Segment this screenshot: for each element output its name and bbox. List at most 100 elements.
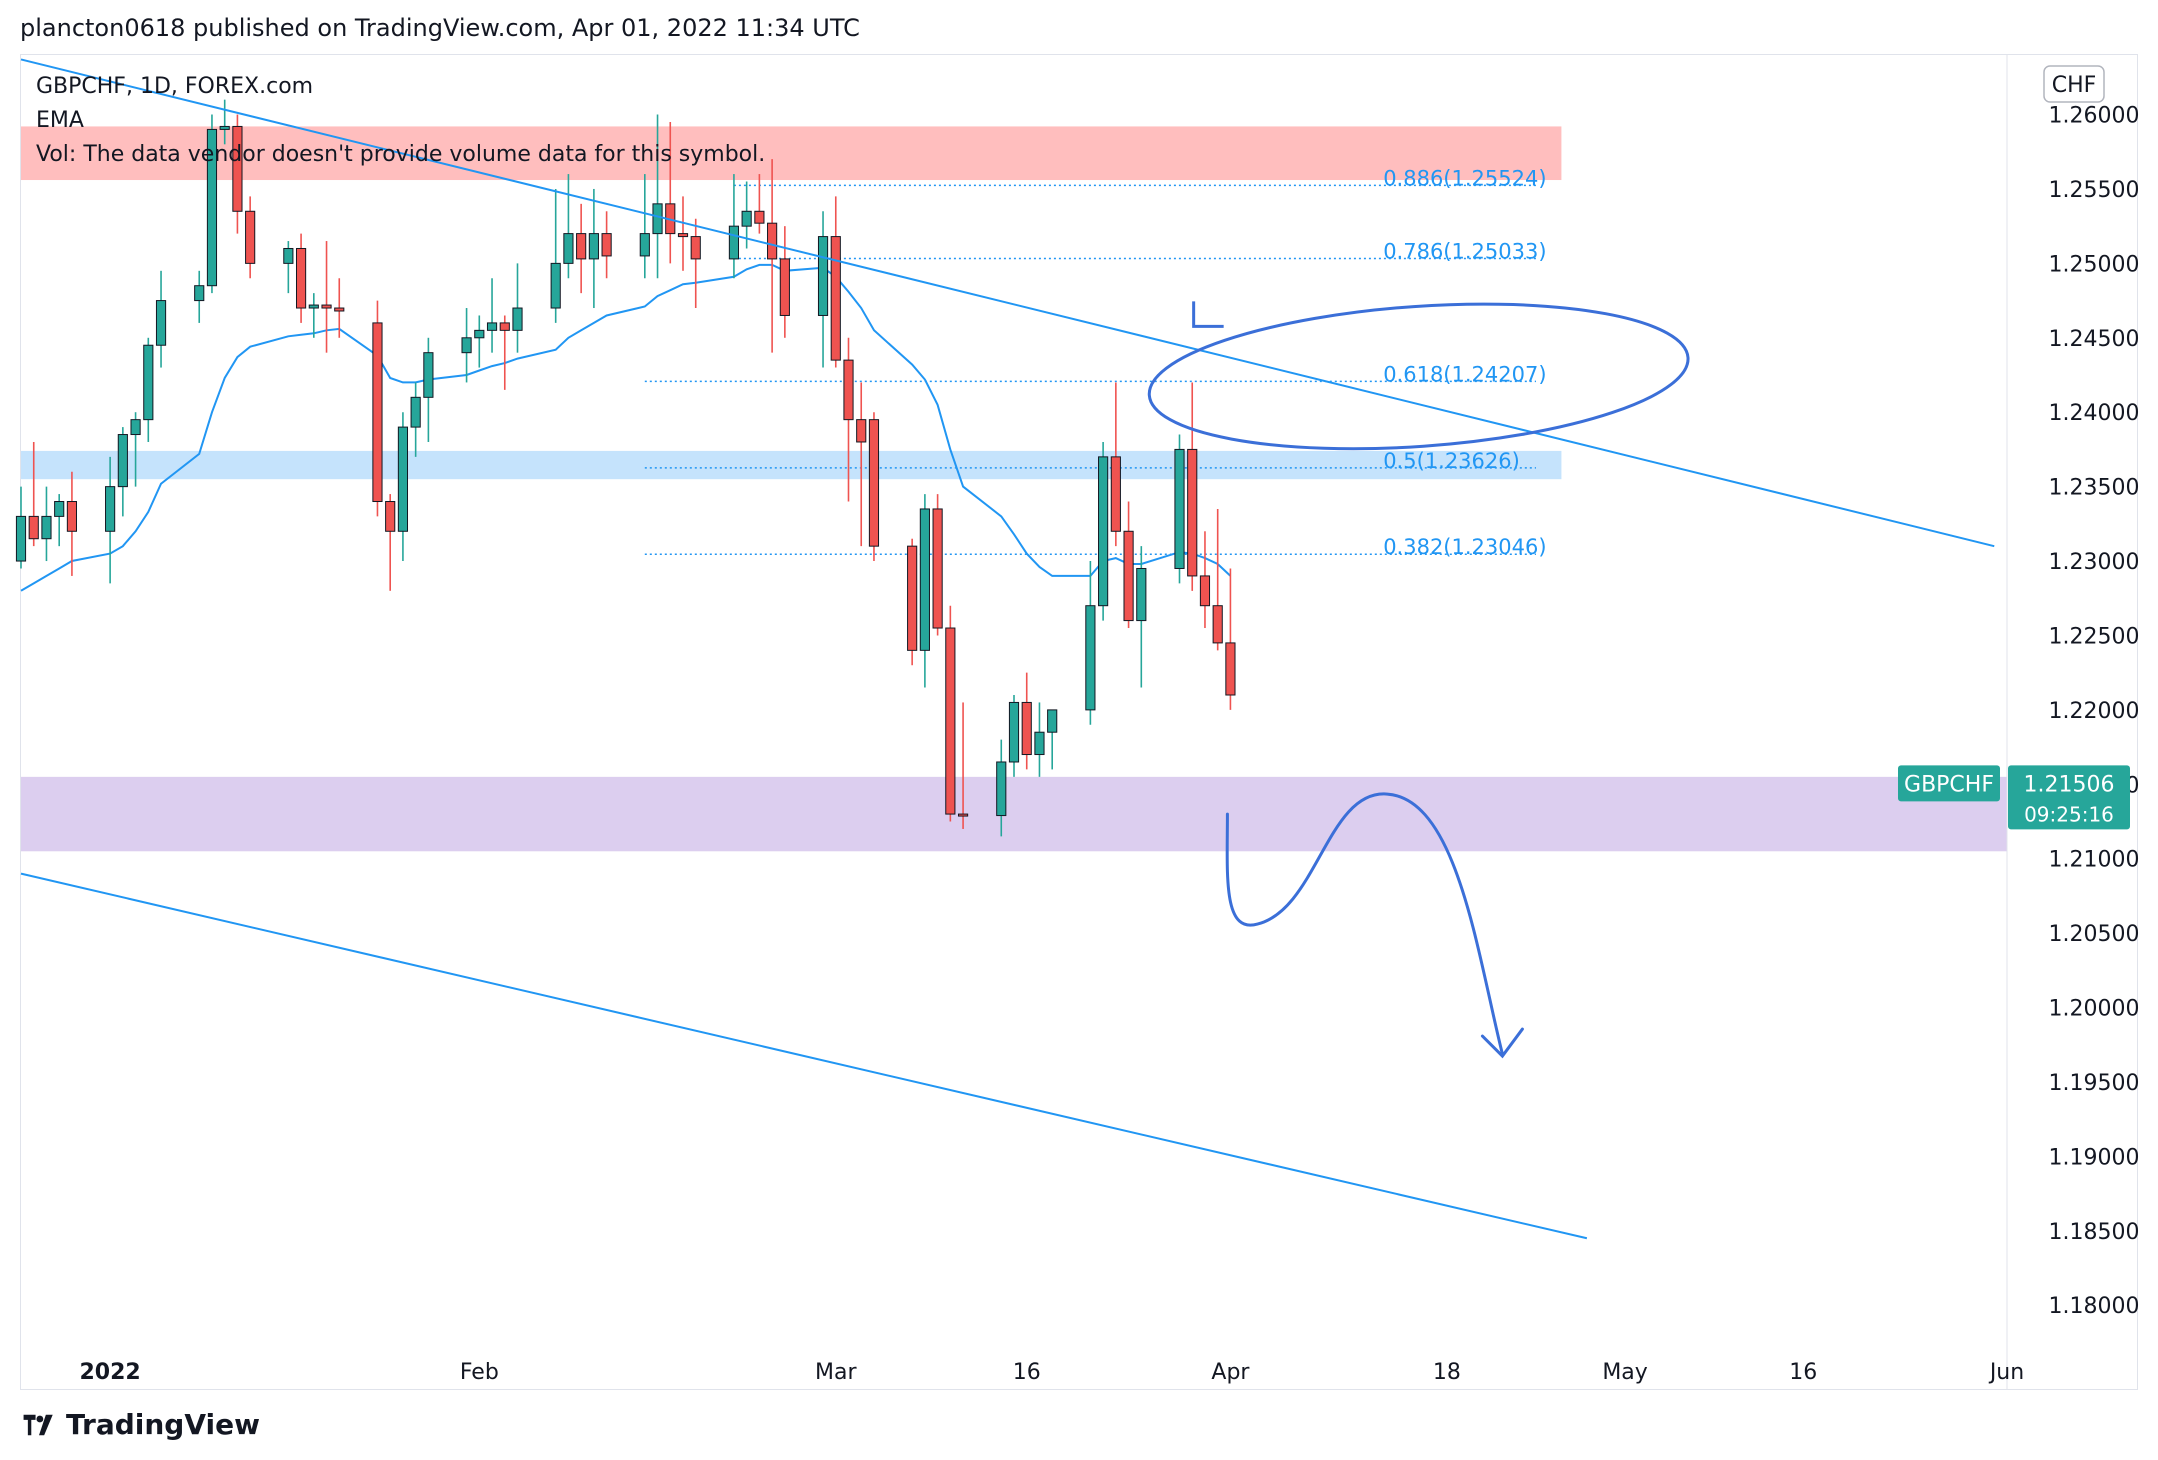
time-tick-label: Apr [1211,1360,1250,1385]
candle [550,188,561,323]
candle-body [576,233,587,260]
time-tick-label: 2022 [79,1360,140,1385]
price-tick-label: 1.19500 [2049,1071,2140,1096]
candle [843,337,854,502]
candle [461,308,472,383]
circle-annotation [1147,302,1690,451]
tradingview-logo-icon[interactable] [22,1413,56,1437]
candle [1123,501,1134,629]
candle-body [601,233,612,257]
candle [932,494,943,636]
candle-body [1136,567,1147,622]
candles-layer [15,99,1236,837]
candle [677,196,689,271]
candle [1187,382,1198,591]
candle-body [1212,605,1223,644]
price-tick-label: 1.23000 [2049,550,2140,575]
time-tick-label: May [1602,1360,1647,1385]
candle [856,382,867,547]
candle-body [206,128,218,287]
price-tick-label: 1.23500 [2049,476,2140,501]
candle-body [1034,731,1045,756]
candle [219,99,230,145]
candle-body [397,426,409,532]
candle-body [66,501,78,532]
candle [1199,531,1211,629]
candle-body [1174,448,1185,569]
candle-body [486,322,498,331]
candle [728,174,740,279]
fib-label: 0.886(1.25524) [1383,166,1546,190]
publish-line: plancton0618 published on TradingView.co… [20,14,860,42]
candle [283,241,294,294]
legend-volume-note: Vol: The data vendor doesn't provide vol… [36,142,766,167]
candle [1174,434,1185,584]
candle-body [474,329,485,339]
candle-body [1225,642,1236,696]
candle-body [728,225,740,260]
candle-body [1021,701,1032,756]
candle [397,412,409,562]
candle-body [550,262,561,309]
candle-body [423,352,434,398]
footer: TradingView [22,1408,260,1441]
last-price-box [2008,765,2130,830]
candle-body [588,233,599,260]
candle-body [219,125,230,130]
bar-countdown: 09:25:16 [2024,802,2114,826]
candle-body [54,501,65,517]
candle-body [677,233,689,238]
time-tick-label: 18 [1433,1360,1461,1385]
candle [1047,709,1058,770]
time-tick-label: Mar [815,1360,857,1385]
candle-body [117,434,128,488]
legend-indicator[interactable]: EMA [36,108,84,133]
candle-body [28,515,39,540]
badges-layer: CHF GBPCHF 1.21506 09:25:16 [1898,65,2130,830]
candle [486,278,498,353]
last-price-tag: 1.21506 09:25:16 [2008,765,2130,830]
legend-symbol[interactable]: GBPCHF, 1D, FOREX.com [36,74,314,99]
candle-body [105,486,116,532]
candle-body [461,337,472,354]
candle [690,218,701,309]
candle-body [957,813,969,817]
time-tick-label: 16 [1013,1360,1041,1385]
candle-body [868,419,880,547]
candle-body [856,419,867,443]
candle-body [996,761,1007,817]
price-tick-label: 1.25000 [2049,252,2140,277]
candle [1225,568,1236,710]
candle [410,382,421,457]
last-price-value: 1.21506 [2024,772,2115,797]
ema-layer [20,263,1232,592]
candle-body [295,247,307,309]
footer-brand[interactable]: TradingView [66,1408,260,1441]
candle-body [512,307,523,331]
candle [206,114,218,294]
time-tick-label: Feb [460,1360,499,1385]
candle-body [690,236,701,260]
zones-layer [21,126,2007,852]
candle [308,293,319,338]
price-tick-label: 1.20500 [2049,922,2140,947]
candle-body [843,359,854,421]
candle-body [232,125,243,212]
candle [1136,546,1147,688]
candle [779,226,790,338]
candle-body [499,322,510,331]
price-tick-label: 1.21000 [2049,848,2140,873]
candle [1021,672,1032,770]
time-axis: 2022 Feb Mar 16 Apr 18 May 16 Jun [79,1360,2024,1385]
trendlines-layer [20,58,1995,1240]
currency-badge[interactable]: CHF [2043,65,2105,103]
candle [512,263,523,353]
currency-badge-box [2043,65,2105,103]
candle [66,471,78,576]
candle-body [767,222,778,260]
chart-frame[interactable] [20,54,2138,1390]
fib-label: 0.618(1.24207) [1383,362,1546,386]
candle [245,196,256,279]
candle-body [1110,456,1121,532]
